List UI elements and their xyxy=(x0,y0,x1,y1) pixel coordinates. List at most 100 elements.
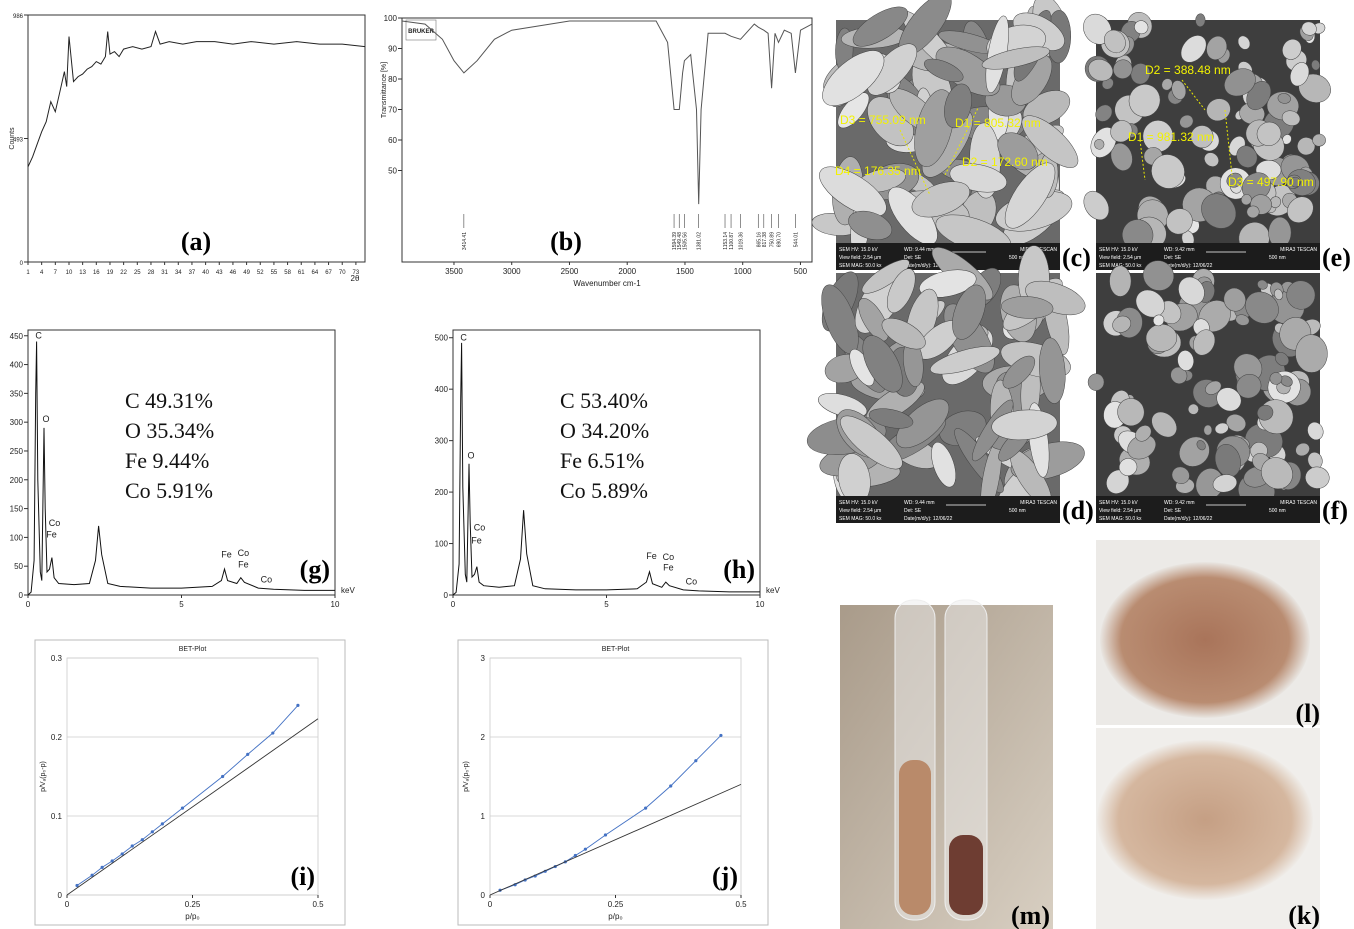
panel-label: (a) xyxy=(181,227,211,256)
data-point xyxy=(584,848,587,851)
composition-line: O 34.20% xyxy=(560,418,649,443)
peak-label: Fe xyxy=(238,559,249,569)
x-tick-label: 34 xyxy=(175,270,182,276)
chart-title: BET-Plot xyxy=(602,646,630,653)
data-point xyxy=(101,866,104,869)
panel-label: (c) xyxy=(1062,243,1091,272)
x-tick-label: 1500 xyxy=(676,267,694,276)
sem-info: MIRA3 TESCAN xyxy=(1280,500,1317,506)
x-tick-label: 1000 xyxy=(734,267,752,276)
x-tick-label: 61 xyxy=(298,270,305,276)
data-point xyxy=(271,731,274,734)
x-tick-label: 16 xyxy=(93,270,100,276)
photo-tubes xyxy=(840,600,1053,929)
sem-info: 500 nm xyxy=(1269,255,1286,261)
x-tick-label: 31 xyxy=(161,270,168,276)
x-tick-label: 40 xyxy=(202,270,209,276)
x-tick-label: 10 xyxy=(66,270,73,276)
y-tick-label: 450 xyxy=(10,332,24,341)
composition-line: Co 5.89% xyxy=(560,478,648,503)
sem-info: WD: 9.42 mm xyxy=(1164,500,1195,506)
sem-info: SEM MAG: 50.0 kx xyxy=(839,516,882,522)
composition-line: Fe 6.51% xyxy=(560,448,644,473)
y-tick-label: 50 xyxy=(388,167,397,176)
panel-label: (k) xyxy=(1288,901,1320,929)
y-tick-label: 250 xyxy=(10,447,24,456)
x-tick-label: 43 xyxy=(216,270,223,276)
peak-label: Fe xyxy=(663,562,674,572)
x-tick-label: 5 xyxy=(604,600,609,609)
peak-label: Co xyxy=(49,518,61,528)
peak-label: Fe xyxy=(471,536,482,546)
y-tick-label: 0.2 xyxy=(51,733,63,742)
sem-image: SEM HV: 15.0 kV WD: 9.42 mm MIRA3 TESCAN Vi… xyxy=(1087,255,1330,523)
y-tick-label: 300 xyxy=(10,418,24,427)
figure: 0493986147101316192225283134374043464952… xyxy=(0,0,1354,929)
sem-info: View field: 2.54 μm xyxy=(1099,508,1141,514)
y-tick-label: 50 xyxy=(14,562,23,571)
panel-label: (j) xyxy=(712,862,738,891)
chart-title: BET-Plot xyxy=(179,646,207,653)
peak-label: 1019.36 xyxy=(738,232,744,250)
peak-label: Co xyxy=(686,577,698,587)
peak-label: Co xyxy=(238,548,250,558)
x-unit: keV xyxy=(341,586,355,595)
panel-label: (g) xyxy=(300,555,330,584)
x-tick-label: 10 xyxy=(331,600,340,609)
y-tick-label: 100 xyxy=(10,533,24,542)
sem-particle xyxy=(1312,134,1326,147)
y-tick-label: 0.1 xyxy=(51,812,63,821)
y-tick-label: 400 xyxy=(10,361,24,370)
composition-line: O 35.34% xyxy=(125,418,214,443)
powder-pile xyxy=(1097,740,1313,900)
sem-info: View field: 2.54 μm xyxy=(839,255,881,261)
peak-label: Co xyxy=(261,574,273,584)
x-tick-label: 25 xyxy=(134,270,141,276)
plot-frame xyxy=(490,658,741,895)
peak-label: O xyxy=(42,414,49,424)
tube-liquid xyxy=(949,835,983,915)
x-tick-label: 58 xyxy=(284,270,291,276)
sem-info: SEM HV: 15.0 kV xyxy=(1099,247,1138,253)
data-point xyxy=(669,784,672,787)
peak-label: Co xyxy=(474,523,486,533)
y-tick-label: 0 xyxy=(444,591,449,600)
y-tick-label: 60 xyxy=(388,136,397,145)
x-tick-label: 37 xyxy=(189,270,196,276)
dimension-label: D3 = 755.09 nm xyxy=(840,113,926,127)
x-tick-label: 19 xyxy=(107,270,114,276)
composition-line: Co 5.91% xyxy=(125,478,213,503)
x-tick-label: 0.25 xyxy=(608,900,624,909)
y-tick-label: 400 xyxy=(435,385,449,394)
data-point xyxy=(604,833,607,836)
data-line xyxy=(500,735,721,890)
plot-frame xyxy=(67,658,318,895)
x-tick-label: 67 xyxy=(325,270,332,276)
peak-label: 1505.56 xyxy=(682,232,688,250)
y-tick-label: 0 xyxy=(20,261,24,267)
x-tick-label: 13 xyxy=(79,270,86,276)
x-tick-label: 0 xyxy=(65,900,70,909)
x-tick-label: 0.25 xyxy=(185,900,201,909)
panel-label: (h) xyxy=(723,555,755,584)
plot-frame xyxy=(402,18,812,262)
y-tick-label: 2 xyxy=(481,733,486,742)
x-axis-label: 2θ xyxy=(351,274,360,283)
sem-image: SEM HV: 15.0 kVWD: 9.44 mmMIRA3 TESCANVi… xyxy=(804,240,1089,527)
peak-label: Fe xyxy=(221,550,232,560)
sem-info: Det: SE xyxy=(1164,508,1182,514)
sem-info: SEM MAG: 50.0 kx xyxy=(1099,516,1142,522)
peak-label: 544.01 xyxy=(793,232,799,248)
panel-label: (m) xyxy=(1011,901,1050,929)
sem-particle xyxy=(1204,425,1212,435)
sem-info: SEM HV: 15.0 kV xyxy=(1099,500,1138,506)
y-tick-label: 300 xyxy=(435,437,449,446)
logo: BRUKER xyxy=(408,29,434,35)
composition-line: C 49.31% xyxy=(125,388,213,413)
sem-info: 500 nm xyxy=(1269,508,1286,514)
peak-label: C xyxy=(35,331,42,341)
data-point xyxy=(161,822,164,825)
composition-line: Fe 9.44% xyxy=(125,448,209,473)
x-tick-label: 4 xyxy=(40,270,44,276)
peak-label: Fe xyxy=(646,551,657,561)
